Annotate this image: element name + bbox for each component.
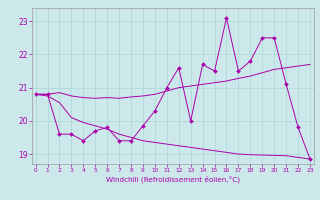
X-axis label: Windchill (Refroidissement éolien,°C): Windchill (Refroidissement éolien,°C)	[106, 176, 240, 183]
